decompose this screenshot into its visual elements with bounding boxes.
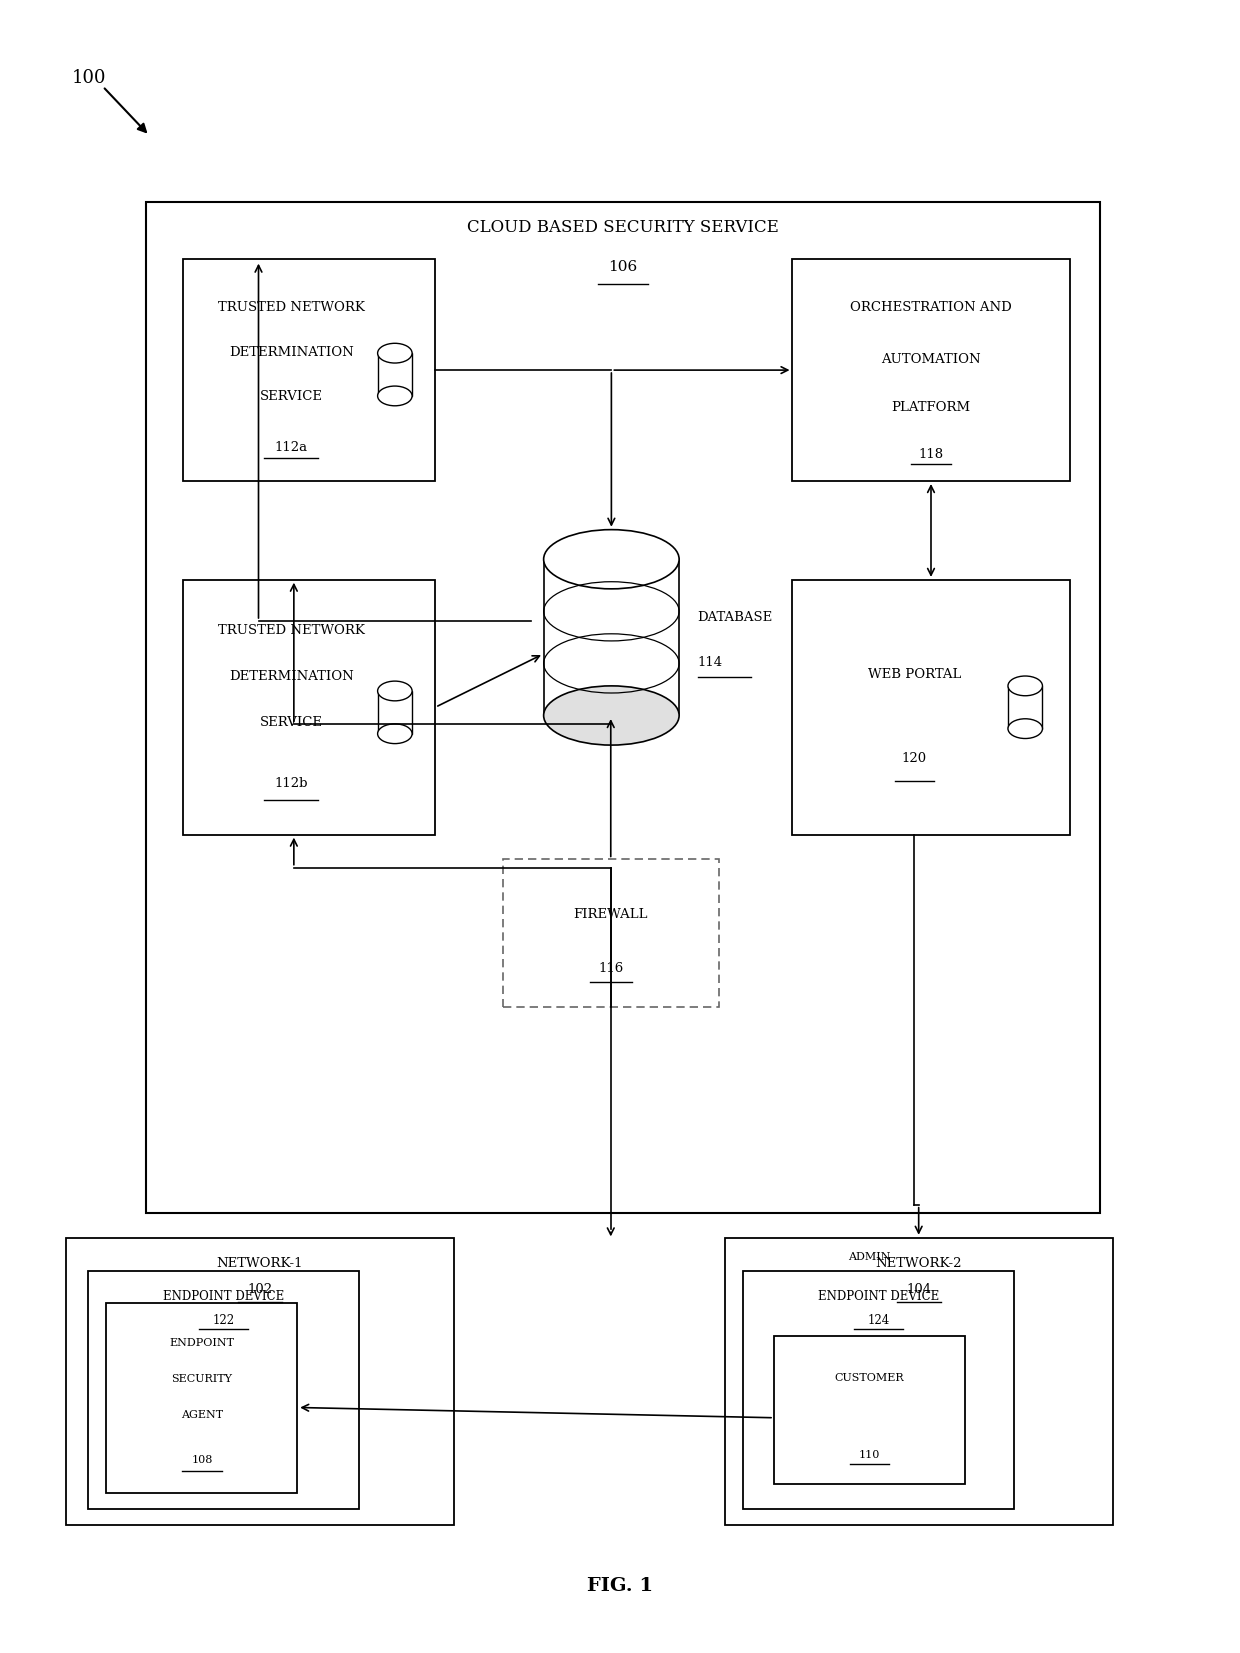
Text: AUTOMATION: AUTOMATION xyxy=(882,352,981,365)
Text: 120: 120 xyxy=(901,752,928,765)
Text: 112b: 112b xyxy=(274,777,308,790)
Text: SECURITY: SECURITY xyxy=(171,1374,232,1384)
Text: 102: 102 xyxy=(247,1283,273,1296)
Text: 116: 116 xyxy=(598,962,624,975)
Text: WEB PORTAL: WEB PORTAL xyxy=(868,668,961,681)
Ellipse shape xyxy=(543,686,680,746)
Ellipse shape xyxy=(1008,676,1043,696)
Text: 114: 114 xyxy=(698,656,723,668)
Ellipse shape xyxy=(378,344,412,364)
Bar xyxy=(543,559,680,716)
Text: 104: 104 xyxy=(906,1283,931,1296)
Bar xyxy=(378,691,412,734)
Text: ENDPOINT: ENDPOINT xyxy=(170,1339,234,1349)
Bar xyxy=(66,1238,454,1526)
Text: NETWORK-2: NETWORK-2 xyxy=(875,1256,962,1270)
Text: ENDPOINT DEVICE: ENDPOINT DEVICE xyxy=(818,1291,939,1303)
Text: ENDPOINT DEVICE: ENDPOINT DEVICE xyxy=(162,1291,284,1303)
Text: FIREWALL: FIREWALL xyxy=(574,907,649,921)
Bar xyxy=(792,580,1070,835)
Bar xyxy=(1008,686,1043,729)
Text: PLATFORM: PLATFORM xyxy=(892,402,971,415)
Text: TRUSTED NETWORK: TRUSTED NETWORK xyxy=(218,625,365,638)
Bar xyxy=(146,202,1100,1213)
Ellipse shape xyxy=(1008,719,1043,739)
Text: CLOUD BASED SECURITY SERVICE: CLOUD BASED SECURITY SERVICE xyxy=(467,220,779,236)
Bar xyxy=(724,1238,1112,1526)
Bar xyxy=(774,1336,965,1484)
Text: DETERMINATION: DETERMINATION xyxy=(229,669,353,683)
Bar xyxy=(182,260,435,481)
Text: 108: 108 xyxy=(191,1455,212,1466)
Bar xyxy=(743,1271,1014,1509)
Ellipse shape xyxy=(378,681,412,701)
Bar xyxy=(378,354,412,397)
Ellipse shape xyxy=(543,529,680,588)
Bar xyxy=(792,260,1070,481)
Text: ORCHESTRATION AND: ORCHESTRATION AND xyxy=(851,301,1012,314)
Text: SERVICE: SERVICE xyxy=(260,716,322,729)
Text: 110: 110 xyxy=(859,1450,880,1460)
Text: ADMIN: ADMIN xyxy=(848,1251,890,1263)
Text: 112a: 112a xyxy=(275,441,308,455)
Text: 106: 106 xyxy=(609,260,637,274)
Text: 118: 118 xyxy=(919,448,944,461)
Text: FIG. 1: FIG. 1 xyxy=(587,1577,653,1595)
Text: DETERMINATION: DETERMINATION xyxy=(229,345,353,359)
Bar xyxy=(107,1304,298,1493)
Text: SERVICE: SERVICE xyxy=(260,390,322,403)
Ellipse shape xyxy=(378,724,412,744)
Text: TRUSTED NETWORK: TRUSTED NETWORK xyxy=(218,301,365,314)
Ellipse shape xyxy=(378,387,412,405)
Text: 122: 122 xyxy=(212,1314,234,1327)
Bar xyxy=(88,1271,358,1509)
Text: NETWORK-1: NETWORK-1 xyxy=(217,1256,303,1270)
Text: 100: 100 xyxy=(72,69,107,88)
Bar xyxy=(503,860,718,1007)
Text: 124: 124 xyxy=(868,1314,890,1327)
Bar xyxy=(182,580,435,835)
Text: CUSTOMER: CUSTOMER xyxy=(835,1372,904,1384)
Text: DATABASE: DATABASE xyxy=(698,612,773,625)
Text: AGENT: AGENT xyxy=(181,1410,223,1420)
